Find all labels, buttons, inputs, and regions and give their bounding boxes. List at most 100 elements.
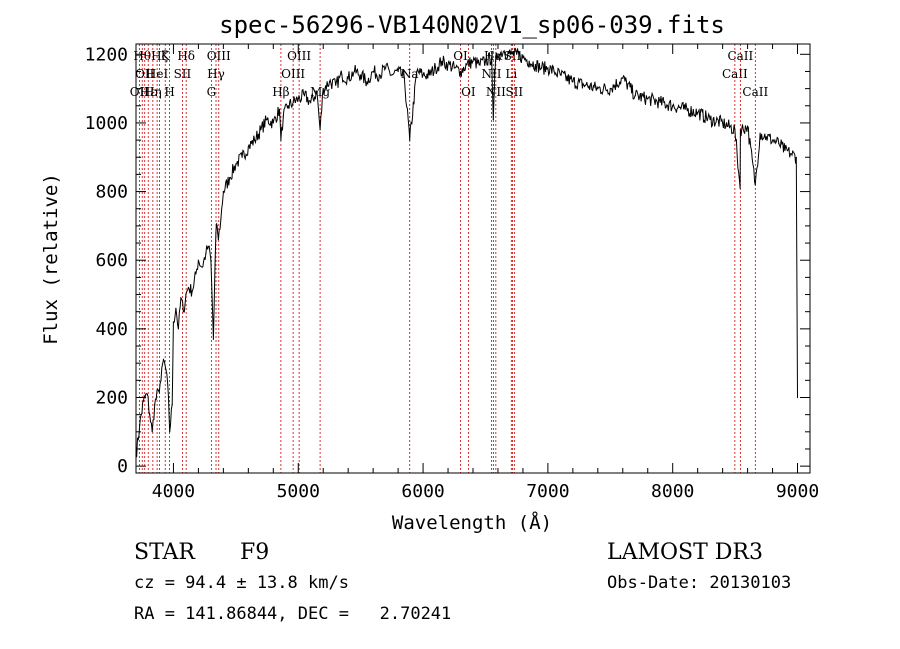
data-point-3 bbox=[146, 393, 148, 395]
data-point-12 bbox=[169, 431, 171, 433]
data-point-38 bbox=[254, 139, 256, 141]
y-tick-label-4: 800 bbox=[95, 182, 128, 203]
data-point-85 bbox=[516, 53, 518, 55]
data-point-83 bbox=[503, 50, 505, 52]
x-tick-label-5: 9000 bbox=[776, 481, 819, 502]
data-point-32 bbox=[220, 218, 222, 220]
data-point-116 bbox=[790, 153, 792, 155]
marker-label-28: CaII bbox=[727, 49, 753, 63]
marker-label-29: CaII bbox=[742, 85, 768, 99]
data-point-56 bbox=[347, 77, 349, 79]
marker-label-13: OIII bbox=[207, 49, 231, 63]
data-point-118 bbox=[796, 396, 799, 399]
data-point-36 bbox=[241, 156, 243, 158]
marker-label-3: Hε bbox=[140, 85, 157, 99]
data-point-18 bbox=[182, 311, 184, 313]
marker-label-24: Li bbox=[505, 67, 517, 81]
data-point-28 bbox=[212, 338, 214, 340]
object-subclass: F9 bbox=[240, 540, 270, 565]
data-point-5 bbox=[151, 431, 153, 433]
data-point-107 bbox=[739, 187, 741, 189]
marker-label-10: Hδ bbox=[177, 49, 195, 63]
data-point-47 bbox=[297, 98, 299, 100]
data-point-70 bbox=[435, 67, 437, 69]
marker-label-8: H bbox=[164, 85, 174, 99]
data-point-7 bbox=[157, 390, 160, 392]
data-point-17 bbox=[180, 297, 182, 299]
marker-label-19: OI bbox=[453, 49, 468, 63]
y-axis-label: Flux (relative) bbox=[40, 173, 62, 345]
data-point-20 bbox=[187, 287, 189, 289]
data-point-90 bbox=[547, 67, 549, 69]
obs-date-text: Obs-Date: 20130103 bbox=[607, 573, 792, 593]
data-point-86 bbox=[522, 57, 524, 59]
data-point-35 bbox=[235, 163, 237, 165]
data-point-113 bbox=[772, 139, 774, 141]
series-line-0 bbox=[135, 47, 798, 458]
data-point-75 bbox=[466, 64, 468, 66]
data-point-82 bbox=[497, 53, 499, 55]
coords-text: RA = 141.86844, DEC = 2.70241 bbox=[134, 604, 452, 624]
plot-frame bbox=[135, 43, 811, 474]
x-tick-label-3: 7000 bbox=[526, 481, 569, 502]
data-point-2 bbox=[142, 400, 145, 402]
data-point-68 bbox=[422, 74, 424, 76]
data-point-94 bbox=[584, 84, 586, 86]
data-point-66 bbox=[409, 139, 411, 141]
redshift-text: cz = 94.4 ± 13.8 km/s bbox=[134, 573, 349, 593]
data-point-87 bbox=[528, 60, 530, 62]
data-point-115 bbox=[784, 149, 786, 151]
data-point-14 bbox=[172, 321, 174, 323]
data-point-93 bbox=[572, 81, 574, 83]
marker-label-14: Hβ bbox=[272, 85, 289, 99]
data-point-53 bbox=[328, 81, 331, 83]
data-point-110 bbox=[754, 184, 756, 186]
data-point-77 bbox=[478, 64, 480, 66]
data-point-61 bbox=[378, 74, 380, 76]
x-axis-label: Wavelength (Å) bbox=[392, 511, 552, 534]
data-point-108 bbox=[739, 129, 742, 131]
data-point-39 bbox=[260, 129, 262, 131]
data-point-74 bbox=[459, 70, 462, 73]
data-point-92 bbox=[559, 74, 562, 76]
data-point-8 bbox=[160, 379, 162, 381]
marker-label-4: Hη bbox=[144, 85, 162, 99]
data-point-104 bbox=[709, 118, 711, 121]
data-point-98 bbox=[634, 94, 636, 97]
data-point-24 bbox=[201, 266, 203, 268]
data-point-16 bbox=[177, 328, 179, 330]
data-point-21 bbox=[191, 290, 193, 292]
x-tick-label-0: 4000 bbox=[152, 481, 195, 502]
data-point-31 bbox=[217, 239, 219, 241]
y-tick-label-6: 1200 bbox=[85, 44, 128, 65]
data-point-50 bbox=[316, 91, 318, 93]
data-point-97 bbox=[622, 77, 624, 79]
data-point-54 bbox=[335, 84, 337, 86]
data-point-78 bbox=[484, 60, 487, 62]
marker-label-6: Hζ bbox=[151, 49, 168, 63]
data-point-57 bbox=[353, 70, 355, 73]
survey-name: LAMOST DR3 bbox=[607, 540, 763, 565]
data-point-112 bbox=[765, 136, 767, 138]
marker-label-18: Na bbox=[401, 67, 419, 81]
data-point-9 bbox=[162, 359, 165, 361]
data-point-95 bbox=[597, 88, 599, 90]
data-point-15 bbox=[175, 307, 177, 309]
marker-label-2: OII bbox=[135, 67, 155, 81]
marker-label-5: HeI bbox=[146, 67, 169, 81]
data-point-72 bbox=[447, 64, 449, 66]
data-point-62 bbox=[385, 67, 387, 69]
data-point-4 bbox=[149, 414, 151, 416]
y-tick-label-2: 400 bbox=[95, 319, 128, 340]
data-point-106 bbox=[734, 129, 736, 131]
data-point-46 bbox=[292, 101, 294, 103]
data-point-26 bbox=[207, 245, 209, 248]
marker-label-11: G bbox=[207, 85, 217, 99]
data-point-80 bbox=[492, 118, 494, 121]
data-point-114 bbox=[778, 142, 780, 145]
marker-label-12: Hγ bbox=[207, 67, 225, 81]
y-tick-label-0: 0 bbox=[117, 456, 128, 477]
data-point-34 bbox=[229, 177, 231, 179]
x-tick-label-1: 5000 bbox=[277, 481, 320, 502]
